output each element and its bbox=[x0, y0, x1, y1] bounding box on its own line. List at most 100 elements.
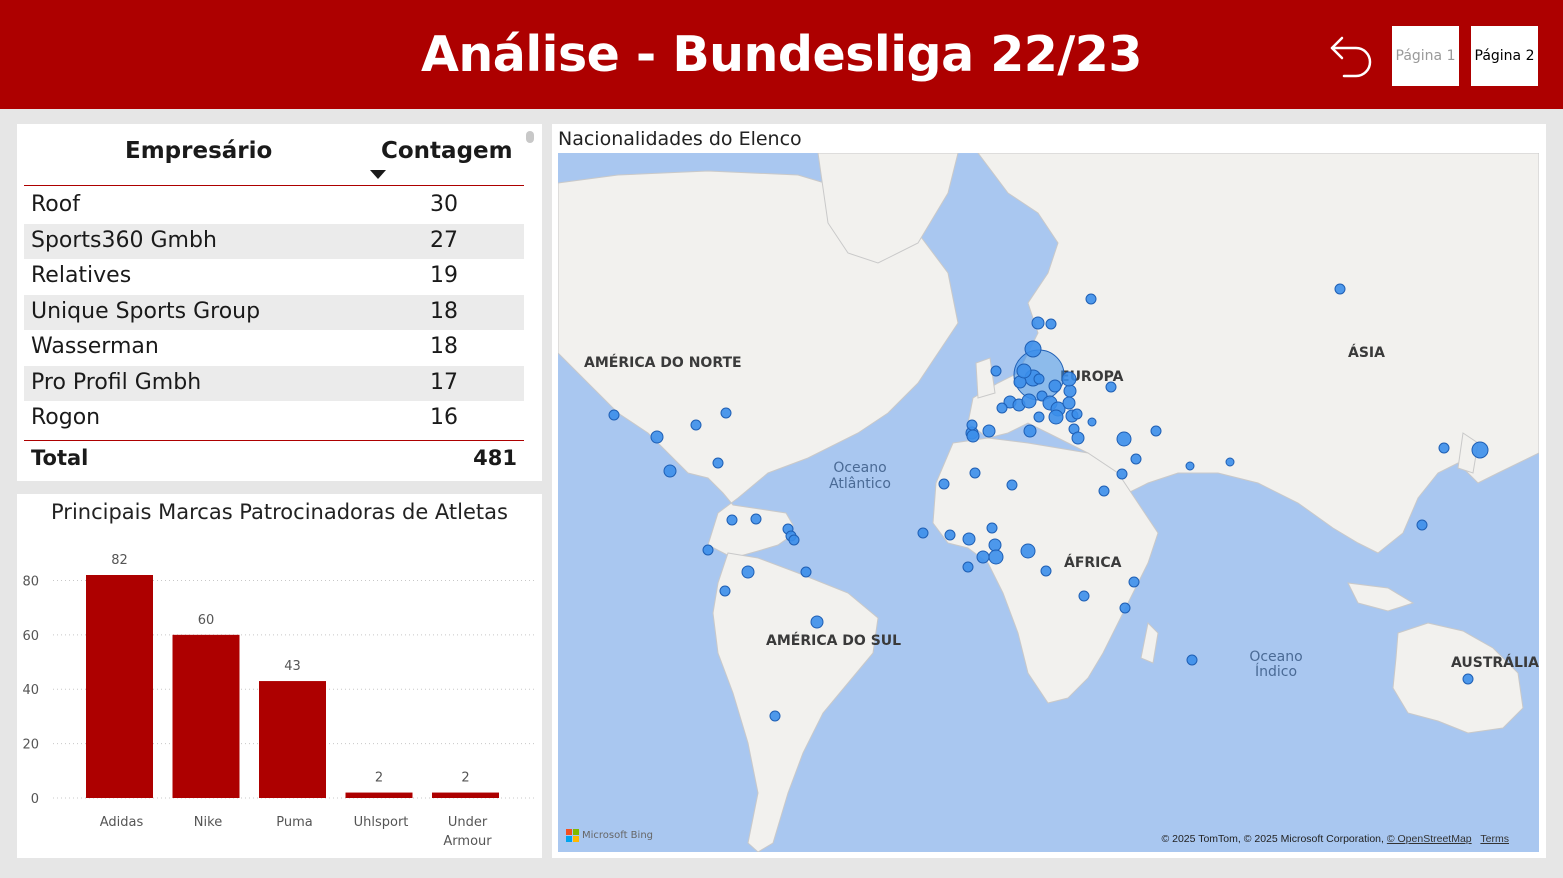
nationality-bubble[interactable] bbox=[962, 532, 976, 546]
nationality-bubble[interactable] bbox=[982, 424, 996, 438]
table-row[interactable]: Wasserman 18 bbox=[24, 330, 524, 366]
nationality-bubble[interactable] bbox=[663, 464, 677, 478]
bar-adidas[interactable] bbox=[86, 575, 153, 798]
nationality-bubble[interactable] bbox=[966, 419, 978, 431]
nationality-bubble[interactable] bbox=[1334, 283, 1346, 295]
nationality-bubble[interactable] bbox=[1024, 340, 1042, 358]
label-atlantic-ocean-2: Atlântico bbox=[829, 476, 891, 492]
nationality-bubble[interactable] bbox=[1071, 431, 1085, 445]
terms-link[interactable]: Terms bbox=[1480, 833, 1509, 845]
bar-nike[interactable] bbox=[172, 634, 240, 798]
nationality-bubble[interactable] bbox=[1185, 461, 1195, 471]
nationality-bubble[interactable] bbox=[1021, 393, 1037, 409]
nationality-bubble[interactable] bbox=[810, 615, 824, 629]
nationality-bubble[interactable] bbox=[1033, 373, 1045, 385]
nationality-bubble[interactable] bbox=[1016, 363, 1032, 379]
table-scrollbar[interactable] bbox=[526, 131, 534, 143]
nationality-bubble[interactable] bbox=[719, 585, 731, 597]
nationality-bubble[interactable] bbox=[986, 522, 998, 534]
nationality-bubble[interactable] bbox=[1071, 408, 1083, 420]
nationality-bubble[interactable] bbox=[1006, 479, 1018, 491]
nationality-bubble[interactable] bbox=[1048, 379, 1062, 393]
nationality-bubble[interactable] bbox=[944, 529, 956, 541]
nationality-bubble[interactable] bbox=[712, 457, 724, 469]
nationality-bubble[interactable] bbox=[650, 430, 664, 444]
table-row[interactable]: Roof 30 bbox=[24, 188, 524, 224]
page-1-button[interactable]: Página 1 bbox=[1392, 26, 1459, 86]
nationality-bubble[interactable] bbox=[1186, 654, 1198, 666]
nationality-bubble[interactable] bbox=[788, 534, 800, 546]
nationality-bubble[interactable] bbox=[1438, 442, 1450, 454]
nationality-bubble[interactable] bbox=[917, 527, 929, 539]
table-row[interactable]: Rogon 16 bbox=[24, 401, 524, 437]
column-header-contagem[interactable]: Contagem bbox=[381, 138, 513, 164]
nationality-bubble[interactable] bbox=[962, 561, 974, 573]
page-2-button[interactable]: Página 2 bbox=[1471, 26, 1538, 86]
back-arrow-icon[interactable] bbox=[1326, 30, 1378, 82]
label-australia: AUSTRÁLIA bbox=[1451, 654, 1539, 671]
nationality-bubble[interactable] bbox=[990, 365, 1002, 377]
nationality-bubble[interactable] bbox=[1045, 318, 1057, 330]
column-header-empresario[interactable]: Empresário bbox=[125, 138, 273, 164]
nationality-bubble[interactable] bbox=[976, 550, 990, 564]
nationality-bubble[interactable] bbox=[1128, 576, 1140, 588]
nationality-bubble[interactable] bbox=[1078, 590, 1090, 602]
x-tick-label: Adidas bbox=[100, 815, 144, 830]
nationality-bubble[interactable] bbox=[996, 402, 1008, 414]
nationality-bubble[interactable] bbox=[1416, 519, 1428, 531]
nationality-bubble[interactable] bbox=[608, 409, 620, 421]
bar-under-armour[interactable] bbox=[432, 792, 499, 798]
nationality-bubble[interactable] bbox=[1023, 424, 1037, 438]
nationality-bubble[interactable] bbox=[1040, 565, 1052, 577]
nationality-bubble[interactable] bbox=[988, 538, 1002, 552]
nationality-bubble[interactable] bbox=[1063, 384, 1077, 398]
nationality-bubble[interactable] bbox=[1033, 411, 1045, 423]
world-map[interactable]: AMÉRICA DO NORTE EUROPA ÁSIA ÁFRICA AMÉR… bbox=[558, 153, 1539, 852]
bar-uhlsport[interactable] bbox=[345, 792, 413, 798]
nationality-bubble[interactable] bbox=[1462, 673, 1474, 685]
table-row[interactable]: Pro Profil Gmbh 17 bbox=[24, 365, 524, 401]
nationality-bubble[interactable] bbox=[1105, 381, 1117, 393]
nationality-bubble[interactable] bbox=[969, 467, 981, 479]
nationality-bubble[interactable] bbox=[1020, 543, 1036, 559]
nationality-bubble[interactable] bbox=[741, 565, 755, 579]
bar-puma[interactable] bbox=[259, 681, 326, 798]
nationality-bubble[interactable] bbox=[690, 419, 702, 431]
table-row[interactable]: Sports360 Gmbh 27 bbox=[24, 223, 524, 259]
nationality-bubble[interactable] bbox=[800, 566, 812, 578]
land-masses bbox=[558, 153, 1539, 852]
nationality-bubble[interactable] bbox=[750, 513, 762, 525]
nationality-bubble[interactable] bbox=[1471, 441, 1489, 459]
uk-landmass bbox=[975, 357, 996, 399]
nationality-bubble[interactable] bbox=[966, 429, 980, 443]
agent-count: 27 bbox=[430, 227, 458, 253]
nationality-bubble[interactable] bbox=[1130, 453, 1142, 465]
nationality-bubble[interactable] bbox=[1119, 602, 1131, 614]
nationality-bubble[interactable] bbox=[1061, 371, 1077, 387]
page-title: Análise - Bundesliga 22/23 bbox=[421, 26, 1142, 83]
sort-descending-icon[interactable] bbox=[370, 170, 386, 179]
nationality-bubble[interactable] bbox=[720, 407, 732, 419]
openstreetmap-link[interactable]: © OpenStreetMap bbox=[1386, 833, 1472, 845]
nationality-bubble[interactable] bbox=[769, 710, 781, 722]
nationality-bubble[interactable] bbox=[726, 514, 738, 526]
nationality-bubble[interactable] bbox=[1087, 417, 1097, 427]
label-north-america: AMÉRICA DO NORTE bbox=[584, 354, 742, 371]
nationality-bubble[interactable] bbox=[1098, 485, 1110, 497]
chart-title: Principais Marcas Patrocinadoras de Atle… bbox=[51, 500, 508, 524]
table-row[interactable]: Unique Sports Group 18 bbox=[24, 294, 524, 330]
agent-count: 19 bbox=[430, 263, 458, 288]
nationality-bubble[interactable] bbox=[1062, 396, 1076, 410]
nationality-bubble[interactable] bbox=[1085, 293, 1097, 305]
nationality-bubble[interactable] bbox=[988, 549, 1004, 565]
table-row[interactable]: Relatives 19 bbox=[24, 259, 524, 295]
nationality-bubble[interactable] bbox=[938, 478, 950, 490]
nationality-bubble[interactable] bbox=[1116, 431, 1132, 447]
nationality-bubble[interactable] bbox=[1031, 316, 1045, 330]
nationality-bubble[interactable] bbox=[1116, 468, 1128, 480]
nationality-bubble[interactable] bbox=[1225, 457, 1235, 467]
nationality-bubble[interactable] bbox=[702, 544, 714, 556]
nationality-bubble[interactable] bbox=[1048, 409, 1064, 425]
x-tick-label: Nike bbox=[194, 815, 222, 830]
nationality-bubble[interactable] bbox=[1150, 425, 1162, 437]
